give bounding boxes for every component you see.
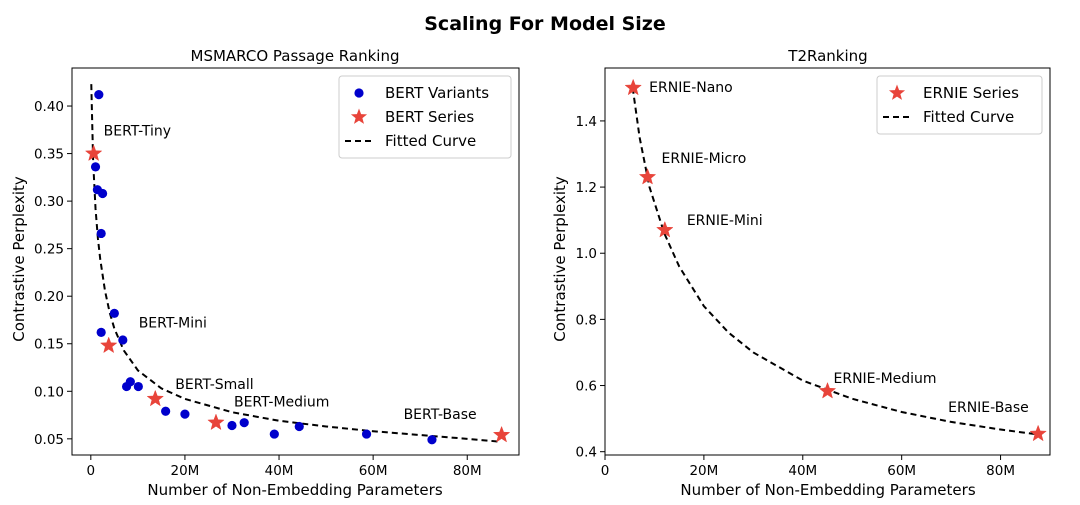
- y-tick-label: 0.4: [576, 445, 597, 461]
- data-point-star: [492, 425, 511, 443]
- legend-box: [338, 75, 512, 159]
- y-tick-label: 0.30: [34, 194, 64, 210]
- x-axis-label-msmarco: Number of Non-Embedding Parameters: [147, 481, 442, 499]
- data-point-circle: [180, 409, 190, 419]
- point-annotation: BERT-Tiny: [104, 124, 171, 140]
- legend-marker-star: [888, 84, 906, 100]
- chart-title-t2ranking: T2Ranking: [787, 47, 867, 65]
- point-annotation: ERNIE-Medium: [834, 371, 937, 387]
- data-point-circle: [361, 429, 372, 439]
- legend-entry: Fitted Curve: [923, 108, 1014, 126]
- y-tick-label: 0.35: [34, 147, 64, 163]
- y-tick-label: 1.4: [576, 114, 597, 130]
- y-tick-label: 0.10: [34, 384, 64, 400]
- data-point-star: [818, 381, 837, 399]
- data-point-star: [638, 167, 657, 185]
- data-point-circle: [96, 327, 106, 337]
- chart-msmarco: MSMARCO Passage Ranking Number of Non-Em…: [10, 47, 520, 499]
- legend-entry: BERT Series: [385, 108, 474, 126]
- y-tick-label: 0.25: [34, 242, 64, 258]
- data-point-circle: [118, 335, 128, 345]
- point-annotation: ERNIE-Base: [948, 400, 1029, 416]
- fitted-curve: [631, 87, 1039, 436]
- plot-area-t2ranking: ERNIE-Nano ERNIE-Micro ERNIE-Mini ERNIE-Med…: [624, 78, 1047, 442]
- y-tick-label: 0.40: [34, 99, 64, 115]
- ticks-t2ranking: 0 20M 40M 60M 80M 0.4 0.6 0.8 1.0 1.2 1.4: [576, 114, 1015, 479]
- data-point-star: [1029, 424, 1047, 442]
- data-point-circle: [94, 90, 104, 100]
- x-tick-label: 0: [601, 463, 610, 479]
- y-tick-label: 1.0: [576, 246, 597, 262]
- point-annotation: BERT-Small: [175, 377, 253, 393]
- x-tick-label: 20M: [689, 463, 718, 479]
- data-point-circle: [97, 188, 108, 199]
- point-annotation: ERNIE-Nano: [649, 80, 733, 96]
- figure-title: Scaling For Model Size: [424, 13, 666, 35]
- data-point-star: [146, 389, 165, 407]
- y-tick-label: 0.6: [576, 379, 597, 395]
- data-point-circle: [227, 420, 237, 431]
- y-axis-label-t2ranking: Contrastive Perplexity: [551, 176, 569, 342]
- x-tick-label: 0: [87, 463, 96, 479]
- point-annotation: ERNIE-Micro: [662, 151, 747, 167]
- point-annotation: BERT-Medium: [234, 395, 329, 411]
- y-tick-label: 0.05: [34, 432, 64, 448]
- y-tick-label: 0.15: [34, 337, 64, 353]
- legend-marker-star: [350, 108, 368, 124]
- chart-title-msmarco: MSMARCO Passage Ranking: [191, 47, 400, 65]
- point-annotation: BERT-Base: [404, 407, 477, 423]
- data-point-circle: [427, 435, 437, 445]
- data-point-star: [624, 78, 642, 96]
- data-point-star: [99, 336, 118, 354]
- x-tick-label: 40M: [265, 463, 294, 479]
- axes-frame-msmarco: [71, 67, 520, 456]
- plot-area-msmarco: BERT-Tiny BERT-Mini BERT-Small BERT-Medium B…: [84, 84, 511, 445]
- axes-frame-t2ranking: [604, 67, 1051, 456]
- data-point-star: [656, 220, 674, 238]
- legend-msmarco: BERT Variants BERT Series Fitted Curve: [338, 75, 512, 159]
- x-axis-label-t2ranking: Number of Non-Embedding Parameters: [680, 481, 975, 499]
- data-point-star: [84, 144, 103, 162]
- x-tick-label: 40M: [788, 463, 817, 479]
- chart-t2ranking: T2Ranking Number of Non-Embedding Parame…: [551, 47, 1051, 499]
- data-point-circle: [96, 228, 106, 239]
- x-tick-label: 80M: [986, 463, 1015, 479]
- data-point-circle: [161, 406, 171, 416]
- y-axis-label-msmarco: Contrastive Perplexity: [10, 176, 28, 342]
- data-point-circle: [294, 421, 304, 432]
- data-point-circle: [109, 308, 119, 318]
- legend-entry: Fitted Curve: [385, 132, 476, 150]
- x-tick-label: 60M: [887, 463, 916, 479]
- ticks-msmarco: 0 20M 40M 60M 80M 0.05 0.10 0.15 0.20 0.25 0.30 0.3…: [34, 99, 482, 479]
- data-point-star: [207, 413, 225, 431]
- legend-marker-circle: [354, 88, 364, 98]
- point-annotation: ERNIE-Mini: [687, 213, 763, 229]
- legend-entry: BERT Variants: [385, 84, 489, 102]
- x-tick-label: 60M: [359, 463, 388, 479]
- data-point-circle: [239, 418, 249, 428]
- y-tick-label: 0.20: [34, 289, 64, 305]
- x-tick-label: 80M: [453, 463, 482, 479]
- legend-t2ranking: ERNIE Series Fitted Curve: [876, 75, 1043, 135]
- legend-box: [876, 75, 1043, 135]
- data-point-circle: [90, 162, 101, 172]
- point-annotation: BERT-Mini: [139, 316, 207, 332]
- data-point-circle: [133, 381, 143, 392]
- x-tick-label: 20M: [171, 463, 200, 479]
- y-tick-label: 1.2: [576, 180, 597, 196]
- y-tick-label: 0.8: [576, 312, 597, 328]
- data-point-circle: [125, 377, 135, 387]
- data-point-circle: [269, 429, 279, 439]
- legend-entry: ERNIE Series: [923, 84, 1019, 102]
